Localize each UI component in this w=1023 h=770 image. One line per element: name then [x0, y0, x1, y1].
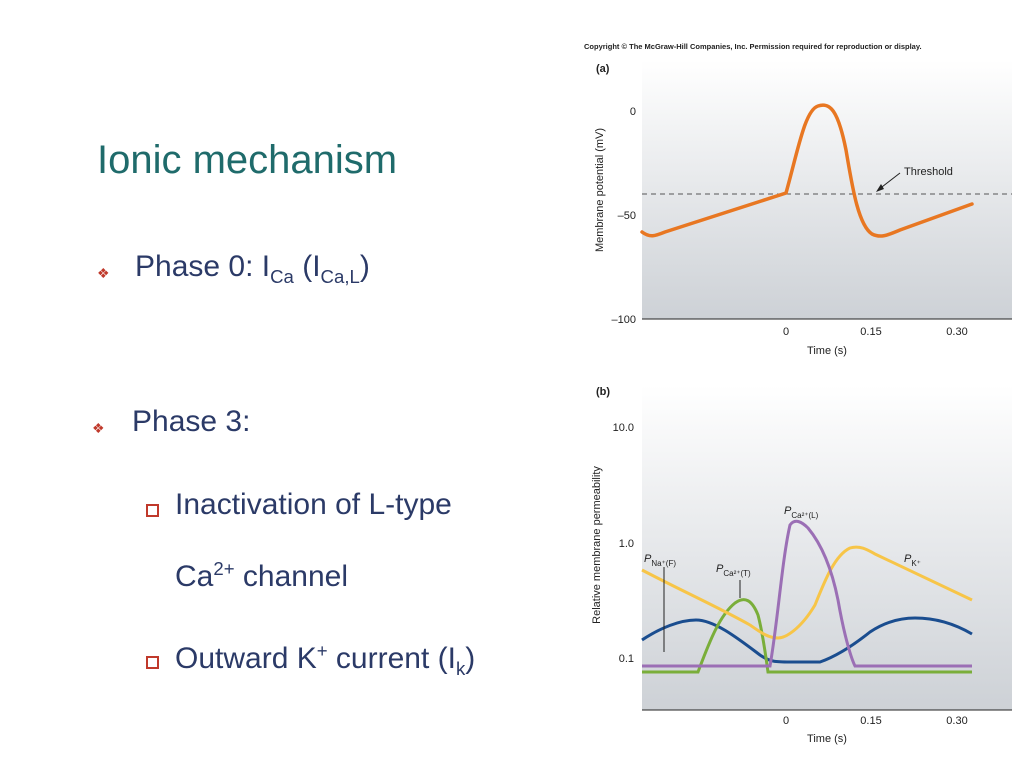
p-k-label: PK⁺	[904, 553, 921, 568]
sub-bullet-inactivation: Inactivation of L-type	[175, 488, 452, 521]
bullet-phase-0: Phase 0: ICa (ICa,L)	[135, 250, 370, 287]
panel-b-ytick-1: 1.0	[619, 538, 634, 550]
square-bullet-icon	[146, 656, 159, 669]
panel-a-ytick-minus-50: –50	[618, 210, 636, 222]
panel-a-background	[642, 60, 1012, 319]
panel-a-xtick-0: 0	[783, 326, 789, 338]
p-k-curve	[641, 545, 973, 640]
panel-b-background	[642, 385, 1012, 710]
panel-b-xtick-015: 0.15	[860, 715, 881, 727]
panel-b-xlabel: Time (s)	[807, 733, 847, 745]
bullet-phase-3: Phase 3:	[132, 405, 251, 438]
panel-b-label: (b)	[596, 386, 610, 398]
panel-a-ylabel: Membrane potential (mV)	[594, 128, 606, 252]
square-bullet-icon	[146, 504, 159, 517]
copyright-notice: Copyright © The McGraw-Hill Companies, I…	[584, 42, 922, 51]
panel-b-ytick-10: 10.0	[613, 422, 634, 434]
panel-a-label: (a)	[596, 63, 610, 75]
action-potential-curve	[640, 103, 974, 238]
p-ca-l-label: PCa²⁺(L)	[784, 505, 819, 520]
diamond-bullet-icon: ❖	[97, 265, 110, 281]
p-ca-t-curve	[642, 598, 972, 674]
panel-a-xtick-015: 0.15	[860, 326, 881, 338]
panel-b-xtick-030: 0.30	[946, 715, 967, 727]
sub-bullet-outward-k: Outward K+ current (Ik)	[175, 640, 476, 679]
panel-a-ytick-0: 0	[630, 106, 636, 118]
p-na-f-curve	[641, 616, 973, 664]
panel-a-ytick-minus-100: –100	[612, 314, 636, 326]
sub-bullet-inactivation-line2: Ca2+ channel	[175, 558, 348, 593]
panel-a-xlabel: Time (s)	[807, 345, 847, 357]
p-na-f-label: PNa⁺(F)	[644, 553, 676, 568]
threshold-arrowhead-icon	[876, 184, 884, 192]
panel-b-xtick-0: 0	[783, 715, 789, 727]
panel-b-ylabel: Relative membrane permeability	[591, 466, 603, 624]
p-ca-t-label: PCa²⁺(T)	[716, 563, 751, 578]
slide-title: Ionic mechanism	[97, 138, 398, 182]
panel-a-xtick-030: 0.30	[946, 326, 967, 338]
p-ca-l-curve	[642, 519, 972, 668]
panel-b-ytick-01: 0.1	[619, 653, 634, 665]
diamond-bullet-icon: ❖	[92, 420, 105, 436]
threshold-label: Threshold	[904, 166, 953, 178]
